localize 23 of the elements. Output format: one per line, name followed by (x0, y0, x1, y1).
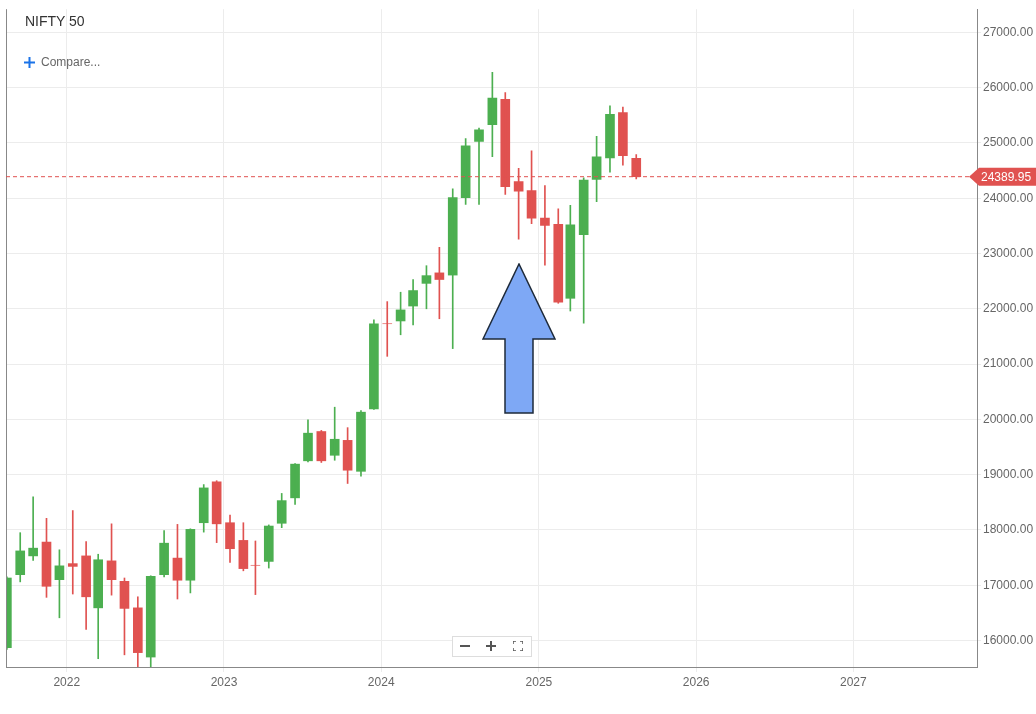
ref-line-label: 24389.95 (981, 170, 1032, 185)
annotation: Compare... (41, 55, 101, 69)
y-tick-label: 22000.00 (983, 301, 1034, 316)
y-tick-label: 24000.00 (983, 190, 1034, 205)
y-tick-label: 23000.00 (983, 245, 1034, 260)
y-tick-label: 25000.00 (983, 135, 1034, 150)
candlestick (67, 510, 78, 595)
x-tick-label: 2027 (840, 674, 868, 689)
y-tick-label: 27000.00 (983, 24, 1034, 39)
y-tick-label: 16000.00 (983, 632, 1034, 647)
y-tick-label: 26000.00 (983, 80, 1034, 95)
candlestick (382, 301, 393, 357)
x-tick-label: 2026 (682, 674, 710, 689)
y-tick-label: 17000.00 (983, 577, 1034, 592)
y-tick-label: 19000.00 (983, 466, 1034, 481)
y-tick-label: 20000.00 (983, 411, 1034, 426)
x-tick-label: 2024 (367, 674, 395, 689)
x-tick-label: 2023 (210, 674, 238, 689)
chart-title: NIFTY 50 (25, 13, 85, 29)
x-tick-label: 2025 (525, 674, 553, 689)
y-tick-label: 21000.00 (983, 356, 1034, 371)
y-tick-label: 18000.00 (983, 522, 1034, 537)
x-tick-label: 2022 (53, 674, 81, 689)
